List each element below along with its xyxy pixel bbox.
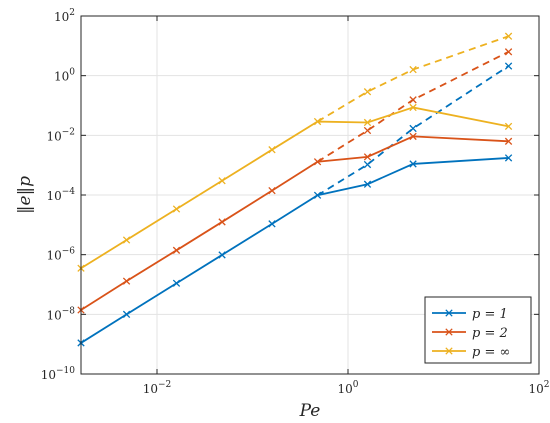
x-tick-label: 100 bbox=[337, 380, 358, 396]
series-1-point bbox=[122, 310, 131, 318]
series-1-point bbox=[504, 154, 513, 162]
series-1-point bbox=[313, 191, 322, 199]
series-2-point bbox=[218, 218, 226, 226]
series-3-point bbox=[363, 118, 372, 127]
series-2-point bbox=[313, 158, 322, 166]
y-tick-label: 10−2 bbox=[46, 127, 75, 143]
series-2-point bbox=[122, 277, 131, 285]
series-1-point bbox=[268, 220, 276, 228]
series-2-point bbox=[409, 132, 417, 141]
y-tick-label: 10−4 bbox=[46, 187, 75, 203]
series-2-point bbox=[268, 186, 276, 195]
legend-label: p = 2 bbox=[472, 326, 508, 341]
series-2-dashed-point bbox=[504, 48, 513, 56]
legend-entry: p = ∞ bbox=[432, 345, 510, 360]
x-tick-labels: 10−2 100 102 bbox=[143, 380, 550, 396]
legend-swatch-marker bbox=[445, 328, 453, 336]
legend-swatch-marker bbox=[445, 309, 453, 317]
series-3-dashed-line bbox=[317, 35, 509, 123]
y-tick-label: 100 bbox=[54, 68, 75, 84]
legend-entry: p = 2 bbox=[432, 326, 508, 341]
x-tick-label: 10−2 bbox=[143, 380, 172, 396]
series-3-point bbox=[172, 205, 181, 213]
series-2-point bbox=[504, 137, 513, 145]
y-tick-label: 10−6 bbox=[46, 247, 75, 263]
y-axis-label: ‖e‖p bbox=[15, 176, 35, 214]
series-1-dashed-point bbox=[409, 124, 417, 133]
series-1-point bbox=[218, 251, 226, 259]
y-tick-labels: 10−10 10−8 10−6 10−4 10−2 100 102 bbox=[41, 8, 76, 382]
legend-box bbox=[424, 296, 532, 364]
series-3-point bbox=[409, 103, 417, 112]
series-3-point bbox=[268, 146, 276, 154]
y-tick-label: 10−10 bbox=[41, 366, 76, 382]
tick-marks-layer bbox=[81, 15, 540, 375]
series-1-dashed-line bbox=[317, 65, 510, 197]
series-3-point bbox=[122, 236, 131, 244]
series-3-dashed-point bbox=[504, 32, 513, 40]
legend-swatch-marker bbox=[445, 347, 453, 355]
series-1-dashed-point bbox=[363, 160, 372, 169]
series-2-dashed-point bbox=[363, 126, 372, 135]
legend-entry: p = 1 bbox=[432, 307, 508, 322]
series-1-point bbox=[172, 279, 181, 287]
series-3-dashed-point bbox=[409, 65, 417, 74]
y-tick-label: 10−8 bbox=[46, 306, 75, 322]
series-3-dashed-point bbox=[363, 88, 372, 96]
series-1-dashed-point bbox=[504, 62, 513, 70]
legend-label: p = ∞ bbox=[472, 345, 510, 360]
legend-label: p = 1 bbox=[472, 307, 508, 322]
series-2-point bbox=[172, 246, 181, 254]
solid-series-layer bbox=[77, 103, 513, 347]
series-3-point bbox=[218, 177, 226, 185]
dashed-series-layer bbox=[317, 32, 513, 197]
series-2-point bbox=[363, 153, 372, 161]
x-tick-label: 102 bbox=[528, 380, 549, 396]
series-3-point bbox=[504, 122, 513, 131]
y-tick-label: 102 bbox=[54, 8, 75, 24]
legend: p = 1 p = 2 p = ∞ bbox=[424, 296, 532, 364]
series-1-point bbox=[363, 180, 372, 188]
series-2-dashed-point bbox=[409, 96, 417, 104]
series-3-point bbox=[313, 117, 322, 126]
x-axis-label: Pe bbox=[299, 401, 321, 421]
series-1-point bbox=[409, 160, 417, 168]
series-3-line bbox=[80, 106, 509, 270]
